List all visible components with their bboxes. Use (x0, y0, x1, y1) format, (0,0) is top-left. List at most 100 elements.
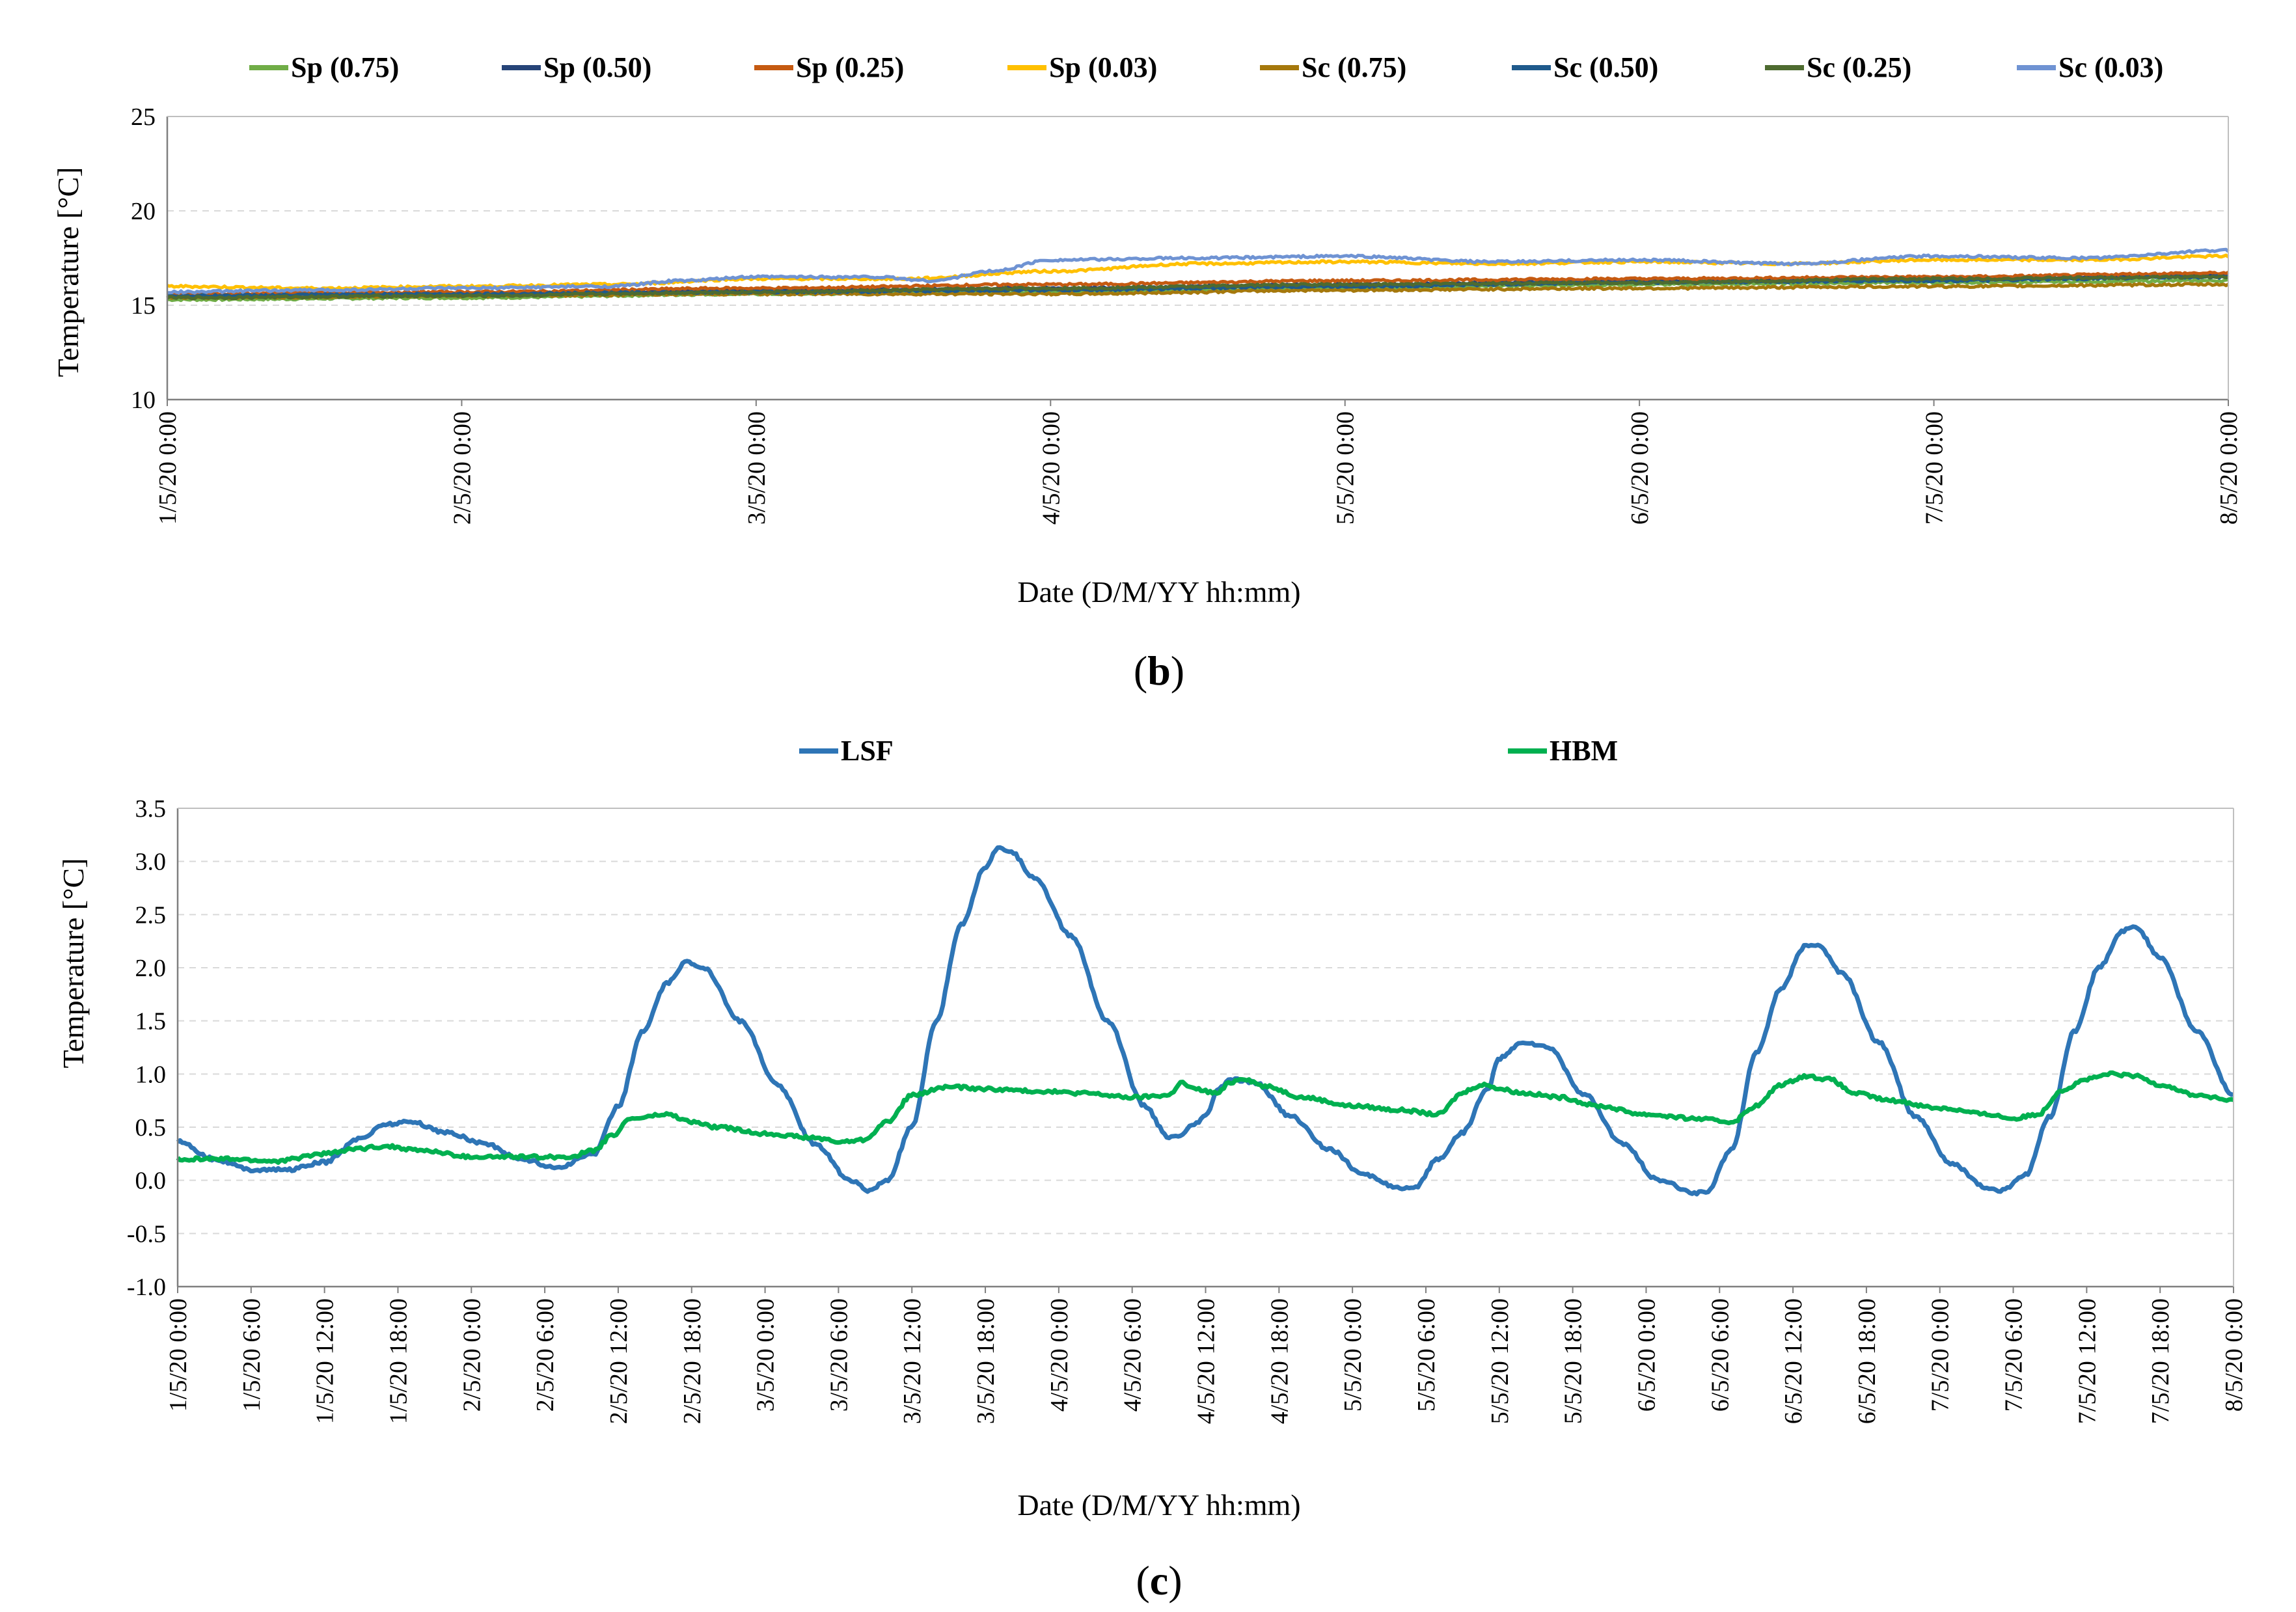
x-tick-label: 4/5/20 18:00 (1266, 1298, 1293, 1424)
panel-c-y-tick-labels: -1.0 -0.5 0.0 0.5 1.0 1.5 2.0 2.5 3.0 3.5 (127, 795, 166, 1301)
legend-item-sp-0-50: Sp (0.50) (502, 51, 651, 83)
panel-b-label-open: ( (1134, 648, 1147, 694)
x-tick-label: 6/5/20 0:00 (1626, 411, 1654, 525)
panel-c-label-close: ) (1168, 1557, 1182, 1604)
panel-c-label: (c) (1136, 1557, 1182, 1604)
x-tick-label: 7/5/20 18:00 (2147, 1298, 2174, 1424)
x-tick-label: 3/5/20 18:00 (972, 1298, 1000, 1424)
x-tick-label: 3/5/20 6:00 (825, 1298, 853, 1412)
x-tick-label: 5/5/20 0:00 (1332, 411, 1360, 525)
legend-item-sc-0-50: Sc (0.50) (1512, 51, 1658, 83)
x-tick-label: 5/5/20 0:00 (1339, 1298, 1367, 1412)
y-tick-label: 1.0 (135, 1061, 167, 1088)
panel-c-y-axis-title: Temperature [°C] (57, 858, 90, 1069)
legend-item-sc-0-75: Sc (0.75) (1260, 51, 1406, 83)
panel-b-label: (b) (1134, 648, 1184, 694)
x-tick-label: 1/5/20 18:00 (385, 1298, 412, 1424)
y-tick-label: 2.5 (135, 901, 167, 929)
x-tick-label: 3/5/20 0:00 (752, 1298, 780, 1412)
y-tick-label: 3.0 (135, 849, 167, 876)
x-tick-label: 8/5/20 0:00 (2215, 411, 2243, 525)
x-tick-label: 7/5/20 12:00 (2073, 1298, 2101, 1424)
legend-label: Sc (0.25) (1807, 51, 1911, 83)
panel-c-x-tick-labels: 1/5/20 0:00 1/5/20 6:00 1/5/20 12:00 1/5/20… (165, 1298, 2248, 1424)
panel-c-label-open: ( (1136, 1557, 1149, 1604)
x-tick-label: 6/5/20 6:00 (1706, 1298, 1734, 1412)
panel-b-axes (166, 116, 2229, 406)
y-tick-label: 25 (131, 103, 156, 131)
legend-label: LSF (841, 735, 894, 767)
x-tick-label: 3/5/20 0:00 (743, 411, 771, 525)
panel-b-y-tick-labels: 10 15 20 25 (131, 103, 156, 414)
y-tick-label: 1.5 (135, 1008, 167, 1035)
panel-c-legend: LSF HBM (799, 735, 1618, 767)
legend-label: Sp (0.25) (796, 51, 904, 83)
legend-item-lsf: LSF (799, 735, 894, 767)
legend-label: Sc (0.75) (1302, 51, 1406, 83)
x-tick-label: 3/5/20 12:00 (899, 1298, 926, 1424)
y-tick-label: 0.0 (135, 1168, 167, 1195)
series-line-sp-0-25 (167, 270, 2230, 297)
series-line-sc-0-03 (167, 247, 2230, 295)
panel-b-label-close: ) (1171, 648, 1184, 694)
y-tick-label: -1.0 (127, 1274, 166, 1301)
legend-label: Sc (0.03) (2058, 51, 2163, 83)
x-tick-label: 2/5/20 12:00 (605, 1298, 633, 1424)
x-tick-label: 5/5/20 12:00 (1486, 1298, 1514, 1424)
y-tick-label: 3.5 (135, 795, 167, 823)
x-tick-label: 4/5/20 0:00 (1037, 411, 1065, 525)
panel-c-label-letter: c (1150, 1557, 1168, 1604)
y-tick-label: 10 (131, 387, 156, 414)
x-tick-label: 1/5/20 6:00 (238, 1298, 266, 1412)
x-tick-label: 6/5/20 0:00 (1633, 1298, 1660, 1412)
panel-c-x-axis-title: Date (D/M/YY hh:mm) (1017, 1488, 1300, 1522)
series-line-hbm (176, 1070, 2234, 1165)
panel-c-chart: LSF HBM -1.0-0.50.00.51.01.52.02.53.03.5 … (57, 735, 2248, 1604)
x-tick-label: 6/5/20 12:00 (1780, 1298, 1807, 1424)
legend-item-sp-0-03: Sp (0.03) (1007, 51, 1157, 83)
panel-b-legend: Sp (0.75) Sp (0.50) Sp (0.25) Sp (0.03) Sc (… (249, 51, 2163, 83)
legend-item-sc-0-25: Sc (0.25) (1765, 51, 1911, 83)
x-tick-label: 1/5/20 12:00 (312, 1298, 339, 1424)
x-tick-label: 8/5/20 0:00 (2221, 1298, 2248, 1412)
legend-label: Sp (0.50) (543, 51, 651, 83)
x-tick-label: 4/5/20 0:00 (1046, 1298, 1073, 1412)
y-tick-label: 0.5 (135, 1114, 167, 1141)
panel-b-series-group (166, 247, 2230, 303)
x-tick-label: 7/5/20 0:00 (1927, 1298, 1954, 1412)
panel-b-x-tick-labels: 1/5/20 0:00 2/5/20 0:00 3/5/20 0:00 4/5/20 … (154, 411, 2243, 525)
x-tick-label: 7/5/20 0:00 (1921, 411, 1948, 525)
x-tick-label: 2/5/20 0:00 (448, 411, 476, 525)
x-tick-label: 4/5/20 12:00 (1193, 1298, 1220, 1424)
x-tick-label: 4/5/20 6:00 (1119, 1298, 1147, 1412)
legend-label: Sp (0.03) (1049, 51, 1157, 83)
panel-b-label-letter: b (1147, 648, 1171, 694)
panel-c-series-group (176, 845, 2234, 1197)
legend-item-hbm: HBM (1508, 735, 1618, 767)
series-line-sc-0-25 (166, 274, 2229, 301)
legend-label: Sp (0.75) (291, 51, 399, 83)
panel-c-axes (176, 808, 2234, 1293)
x-tick-label: 6/5/20 18:00 (1853, 1298, 1881, 1424)
x-tick-label: 2/5/20 0:00 (458, 1298, 485, 1412)
legend-item-sc-0-03: Sc (0.03) (2017, 51, 2163, 83)
x-tick-label: 2/5/20 6:00 (532, 1298, 559, 1412)
x-tick-label: 1/5/20 0:00 (165, 1298, 192, 1412)
y-tick-label: 20 (131, 198, 156, 225)
legend-label: Sc (0.50) (1553, 51, 1658, 83)
x-tick-label: 7/5/20 6:00 (2001, 1298, 2028, 1412)
panel-b-chart: Sp (0.75) Sp (0.50) Sp (0.25) Sp (0.03) Sc (… (51, 51, 2243, 694)
x-tick-label: 5/5/20 18:00 (1560, 1298, 1587, 1424)
panel-b-x-axis-title: Date (D/M/YY hh:mm) (1017, 575, 1300, 608)
panel-b-y-axis-title: Temperature [°C] (51, 167, 85, 377)
x-tick-label: 2/5/20 18:00 (679, 1298, 706, 1424)
y-tick-label: 2.0 (135, 955, 167, 982)
x-tick-label: 5/5/20 6:00 (1413, 1298, 1440, 1412)
legend-item-sp-0-75: Sp (0.75) (249, 51, 399, 83)
y-tick-label: -0.5 (127, 1220, 166, 1248)
legend-label: HBM (1550, 735, 1618, 767)
y-tick-label: 15 (131, 292, 156, 320)
x-tick-label: 1/5/20 0:00 (154, 411, 182, 525)
